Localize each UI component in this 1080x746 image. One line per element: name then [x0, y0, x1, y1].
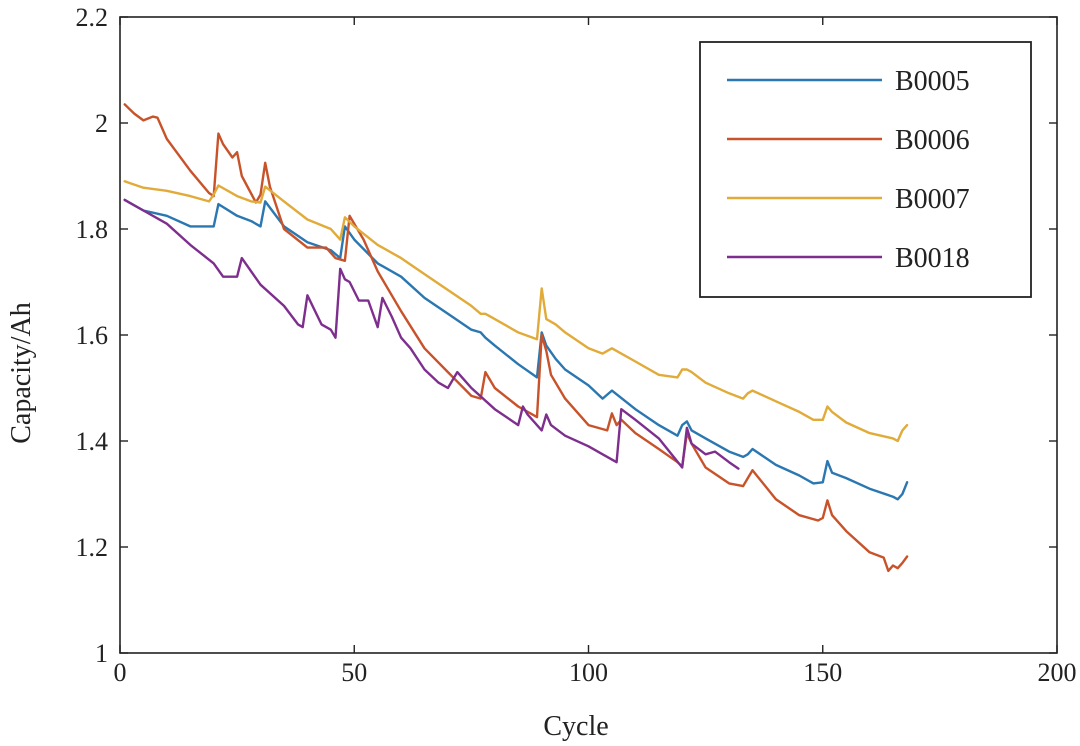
- legend-label-b0018: B0018: [895, 243, 970, 274]
- series-line-b0007: [123, 180, 909, 443]
- x-tick-label: 0: [114, 658, 127, 687]
- y-axis-title: Capacity/Ah: [6, 302, 37, 444]
- x-axis-title: Cycle: [543, 711, 608, 742]
- legend-label-b0007: B0007: [895, 184, 970, 215]
- x-tick-label: 100: [569, 658, 608, 687]
- y-tick-label: 1.8: [76, 215, 109, 244]
- series-line-b0005: [123, 198, 909, 501]
- x-tick-label: 150: [803, 658, 842, 687]
- legend-box: [699, 41, 1032, 298]
- series-lines: [123, 103, 909, 573]
- y-tick-label: 1: [95, 639, 108, 668]
- series-line-b0018: [123, 198, 740, 470]
- axis-ticks: 0 50 100 150 200 1 1.2 1.4 1.6 1.8 2 2.2: [76, 3, 1077, 687]
- legend: B0005 B0006 B0007 B0018: [699, 41, 1032, 298]
- series-line-b0006: [123, 103, 909, 573]
- y-tick-label: 1.2: [76, 533, 109, 562]
- x-tick-label: 200: [1038, 658, 1077, 687]
- y-tick-label: 1.4: [76, 427, 109, 456]
- y-tick-label: 2: [95, 109, 108, 138]
- legend-label-b0005: B0005: [895, 66, 970, 97]
- y-tick-label: 1.6: [76, 321, 109, 350]
- y-tick-label: 2.2: [76, 3, 109, 32]
- x-tick-label: 50: [341, 658, 367, 687]
- legend-label-b0006: B0006: [895, 125, 970, 156]
